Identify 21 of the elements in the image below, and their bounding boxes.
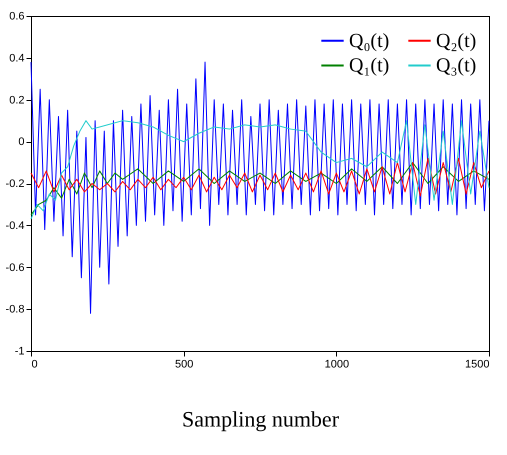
line-series (30, 162, 490, 216)
legend-label: Q₃(t) (436, 54, 476, 76)
x-tick-label: 1500 (465, 358, 490, 370)
y-tick-label: 0.2 (9, 94, 24, 106)
x-tick-label: 500 (174, 358, 194, 370)
legend-label: Q₁(t) (349, 54, 390, 76)
y-tick-label: -1 (14, 346, 24, 358)
x-tick-label: 1000 (324, 358, 350, 370)
line-series (30, 158, 490, 197)
legend-label: Q₂(t) (436, 30, 476, 52)
y-tick-label: 0 (18, 136, 24, 148)
y-tick-label: 0.4 (9, 52, 24, 64)
line-series (30, 120, 490, 220)
y-tick-label: -0.2 (6, 178, 24, 190)
x-axis-title: Sampling number (182, 406, 340, 432)
y-tick-label: -0.6 (6, 262, 24, 274)
y-tick-label: -0.8 (6, 304, 24, 316)
legend-label: Q₀(t) (349, 30, 390, 52)
x-tick-label: 0 (32, 358, 38, 370)
y-tick-label: 0.6 (9, 10, 24, 22)
y-tick-label: -0.4 (6, 220, 24, 232)
